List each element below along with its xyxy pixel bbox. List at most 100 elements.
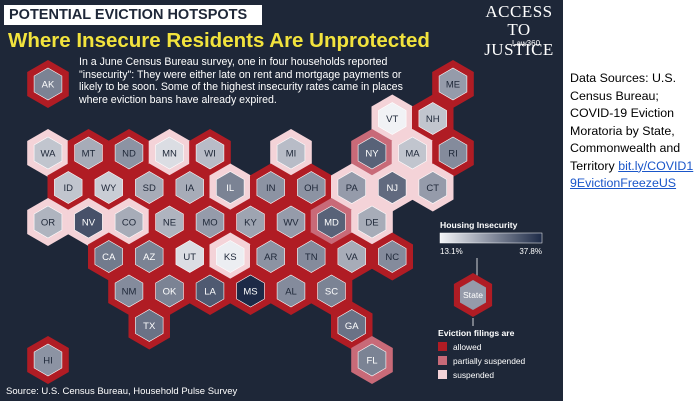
state-hex-sc: SC [310,267,353,315]
insecurity-hex [297,171,326,204]
insecurity-hex [114,136,144,170]
state-code-label: TX [143,321,156,332]
state-code-label: MD [324,217,339,228]
insecurity-hex [155,136,184,170]
state-hex-or: OR [27,198,69,246]
legend-example-hex: State [453,273,493,317]
state-code-label: ID [64,183,74,194]
state-code-label: UT [183,252,196,263]
insecurity-hex [337,309,366,342]
state-hex-mo: MO [189,198,231,246]
state-hex-fl: FL [351,336,393,384]
insecurity-hex [175,240,204,273]
insecurity-hex [297,240,326,273]
state-code-label: SC [325,286,338,297]
state-hex-la: LA [189,267,231,315]
state-hex-nd: ND [108,129,150,177]
insecurity-hex [418,102,447,135]
state-code-label: TN [305,252,318,263]
insecurity-hex [276,274,306,308]
state-code-label: NV [82,217,96,228]
state-hex-de: DE [351,198,393,246]
insecurity-hex [54,171,83,204]
insecurity-hex [94,171,123,204]
insecurity-hex [33,205,63,239]
insecurity-hex [74,205,103,239]
state-hex-ca: CA [88,232,130,281]
logo-line3: Law360 [512,39,541,48]
state-hex-me: ME [432,60,474,108]
hex-map: AK ME VT NH WA MT ND MN WI MI NY MA RI ID WY SD IA IL IN OH… [27,60,543,384]
state-hex-ne: NE [148,198,191,246]
insecurity-hex [438,67,468,101]
insecurity-hex [155,274,184,308]
state-hex-co: CO [108,198,150,246]
insecurity-hex [33,136,63,170]
state-hex-ia: IA [169,163,211,212]
insecurity-hex [114,274,144,308]
state-hex-va: VA [331,232,373,281]
insecurity-hex [256,171,285,204]
insecurity-hex [418,171,447,204]
state-hex-oh: OH [290,163,332,212]
state-code-label: NM [122,286,137,297]
insecurity-hex [155,205,184,239]
state-hex-ma: MA [391,129,434,177]
state-hex-nm: NM [108,267,150,315]
access-to-justice-logo: ACCESS TO JUSTICE Law360 [482,2,556,59]
insecurity-hex [317,274,346,308]
kicker-label: POTENTIAL EVICTION HOTSPOTS [3,4,263,26]
data-sources-link[interactable]: bit.ly/COVID19EvictionFreezeUS [570,158,694,191]
state-code-label: PA [346,183,359,194]
logo-line1: ACCESS [485,2,553,21]
state-code-label: NH [426,114,440,125]
insecurity-hex [337,171,366,204]
state-hex-mt: MT [67,129,110,177]
state-hex-in: IN [250,163,292,212]
insecurity-hex [378,171,407,204]
state-code-label: MT [82,148,96,159]
state-code-label: NC [385,252,399,263]
state-code-label: DE [365,217,378,228]
state-code-label: MO [202,217,217,228]
headline: Where Insecure Residents Are Unprotected [8,29,430,52]
state-code-label: OH [304,183,318,194]
insecurity-hex [195,205,225,239]
insecurity-hex [33,67,63,101]
state-code-label: WV [283,217,299,228]
state-code-label: IN [266,183,276,194]
state-code-label: MI [286,148,297,159]
insecurity-hex [276,205,306,239]
insecurity-hex [256,240,285,273]
insecurity-hex [135,171,164,204]
insecurity-hex [236,274,265,308]
state-code-label: OK [163,286,177,297]
state-hex-sd: SD [128,163,170,212]
insecurity-hex [357,136,387,170]
state-hex-wi: WI [189,129,231,177]
state-hex-ga: GA [331,301,373,350]
state-hex-ar: AR [250,232,292,281]
insecurity-hex [195,136,225,170]
insecurity-hex [276,136,306,170]
state-code-label: AK [42,79,55,90]
state-code-label: FL [366,355,377,366]
state-code-label: LA [204,286,216,297]
insecurity-hex [135,240,164,273]
state-code-label: IA [185,183,195,194]
status-swatch-allowed [438,342,447,351]
state-hex-ky: KY [229,198,272,246]
status-label-partially-suspended: partially suspended [453,356,526,366]
state-code-label: HI [43,355,53,366]
state-code-label: MA [405,148,420,159]
state-hex-nv: NV [67,198,110,246]
state-code-label: ME [446,79,460,90]
state-code-label: KY [244,217,257,228]
state-code-label: VA [346,252,359,263]
state-hex-wa: WA [27,129,69,177]
state-hex-az: AZ [128,232,170,281]
state-hex-ok: OK [148,267,191,315]
state-code-label: SD [143,183,156,194]
state-hex-id: ID [47,163,89,212]
status-swatch-partially-suspended [438,356,447,365]
